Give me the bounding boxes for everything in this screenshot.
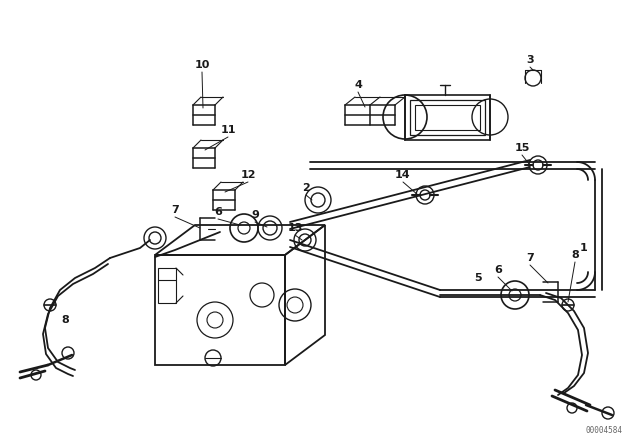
Text: 9: 9 bbox=[251, 210, 259, 220]
Text: 5: 5 bbox=[474, 273, 482, 283]
Text: 00004584: 00004584 bbox=[585, 426, 622, 435]
Text: 10: 10 bbox=[195, 60, 210, 70]
Bar bbox=[158, 268, 176, 303]
Text: 11: 11 bbox=[220, 125, 236, 135]
Text: 6: 6 bbox=[214, 207, 222, 217]
Text: 2: 2 bbox=[302, 183, 310, 193]
Bar bbox=[415, 105, 480, 130]
Text: 6: 6 bbox=[494, 265, 502, 275]
Bar bbox=[405, 95, 490, 140]
Text: 8: 8 bbox=[61, 315, 69, 325]
Text: 1: 1 bbox=[580, 243, 588, 253]
Text: 14: 14 bbox=[395, 170, 411, 180]
Text: 7: 7 bbox=[526, 253, 534, 263]
Text: 8: 8 bbox=[571, 250, 579, 260]
Text: 15: 15 bbox=[515, 143, 530, 153]
Text: 4: 4 bbox=[354, 80, 362, 90]
Text: 12: 12 bbox=[240, 170, 256, 180]
Text: 13: 13 bbox=[287, 223, 303, 233]
Text: 3: 3 bbox=[526, 55, 534, 65]
Text: 7: 7 bbox=[171, 205, 179, 215]
Bar bbox=[410, 100, 485, 135]
